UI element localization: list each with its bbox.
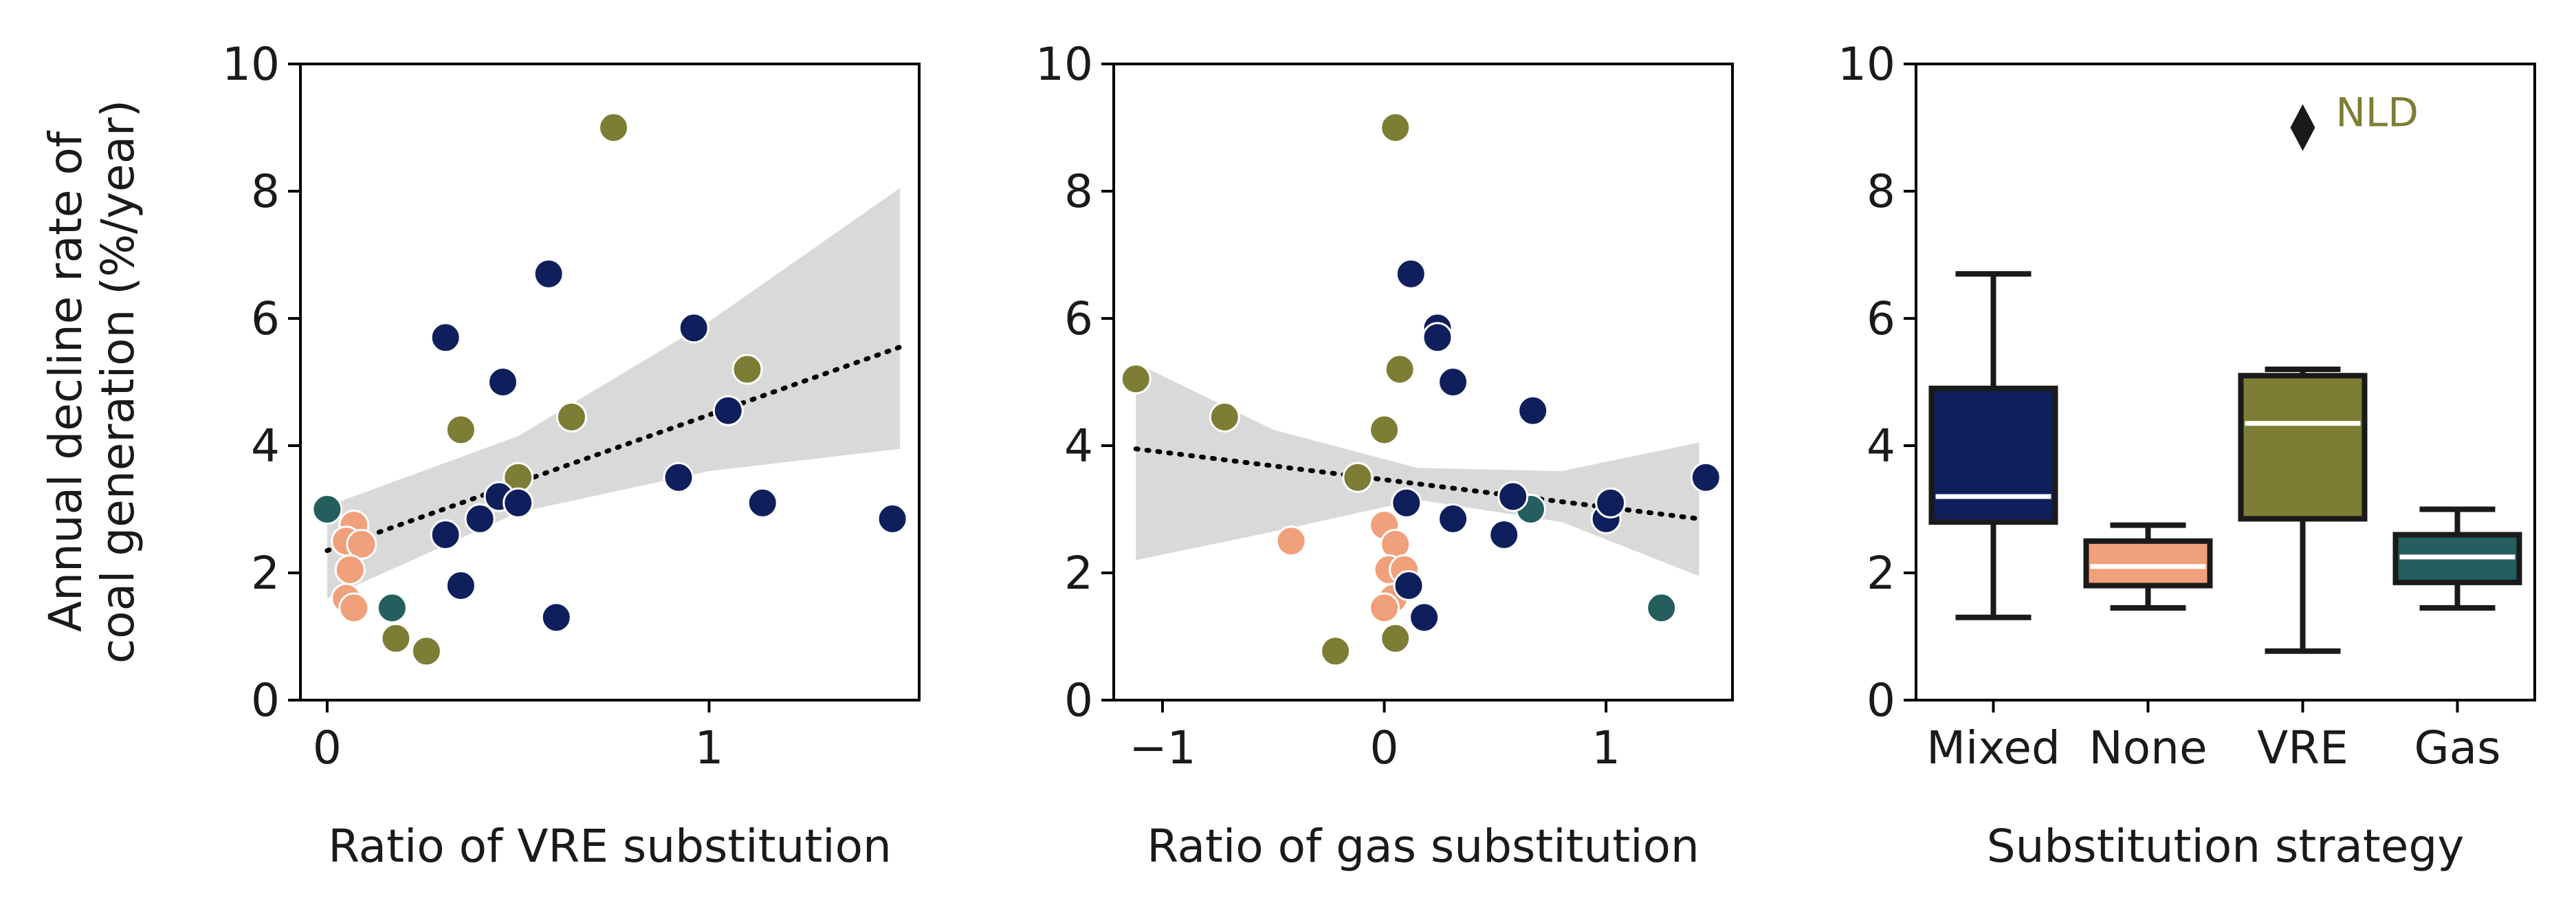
point-mixed <box>747 487 778 519</box>
x-tick-label: Mixed <box>1926 721 2060 774</box>
point-mixed <box>1409 602 1440 633</box>
x-tick-label: None <box>2089 721 2207 774</box>
panel-vre-substitution-scatter: 0 2 4 6 8 10 0 1 Ratio of VRE substitution <box>222 38 921 873</box>
point-mixed <box>503 487 534 519</box>
outlier-label: NLD <box>2336 89 2419 136</box>
y-tick-label: 0 <box>1867 674 1895 727</box>
plot-frame <box>1915 63 2536 701</box>
point-vre <box>1209 401 1240 433</box>
point-mixed <box>678 312 709 344</box>
point-mixed <box>1395 258 1427 290</box>
x-tick-label: 0 <box>1370 721 1399 774</box>
y-tick-label: 8 <box>1064 165 1093 218</box>
point-gas <box>311 494 343 525</box>
box-none <box>2083 538 2213 589</box>
point-vre <box>1120 363 1152 395</box>
point-mixed <box>1690 461 1721 493</box>
y-tick-label: 0 <box>251 674 280 727</box>
x-tick-label: 1 <box>694 721 723 774</box>
point-vre <box>1380 622 1411 654</box>
y-tick-label: 2 <box>1064 547 1093 600</box>
x-tick-label: 1 <box>1592 721 1620 774</box>
point-gas <box>376 592 408 624</box>
point-mixed <box>540 602 572 633</box>
plot-frame <box>299 63 921 701</box>
x-tick-label: Gas <box>2414 721 2501 774</box>
point-vre <box>380 622 412 654</box>
y-tick-label: 10 <box>1035 38 1093 91</box>
point-vre <box>445 414 476 446</box>
point-none <box>1369 592 1400 624</box>
point-mixed <box>1422 322 1453 353</box>
y-tick-label: 0 <box>1064 674 1093 727</box>
y-tick-label: 8 <box>251 165 280 218</box>
point-mixed <box>1438 503 1469 534</box>
box-mixed <box>1928 385 2058 525</box>
point-vre <box>1342 461 1374 493</box>
point-vre <box>410 635 442 667</box>
point-none <box>1275 525 1307 557</box>
point-mixed <box>430 322 461 353</box>
point-vre <box>598 112 630 143</box>
panel-gas-substitution-scatter: 0 2 4 6 8 10 −1 0 1 Ratio of gas substitution <box>1035 38 1734 873</box>
x-axis-title: Substitution strategy <box>1987 820 2465 873</box>
box-vre <box>2238 373 2368 522</box>
plot-frame <box>1112 63 1734 701</box>
y-axis-title-line1: Annual decline rate of <box>39 130 92 632</box>
point-none <box>334 554 366 585</box>
point-vre <box>555 401 587 433</box>
point-vre <box>1369 414 1400 446</box>
point-mixed <box>1517 395 1549 426</box>
trend-line <box>324 345 903 554</box>
point-mixed <box>487 367 518 398</box>
point-mixed <box>445 570 476 601</box>
point-mixed <box>1391 487 1422 519</box>
point-mixed <box>1438 367 1469 398</box>
y-tick-label: 2 <box>1867 547 1895 600</box>
y-tick-label: 8 <box>1867 165 1895 218</box>
point-mixed <box>1393 570 1424 601</box>
confidence-band <box>1136 362 1699 576</box>
y-tick-label: 4 <box>1064 420 1093 472</box>
x-tick-label: VRE <box>2257 721 2348 774</box>
point-vre <box>1384 353 1416 385</box>
point-mixed <box>533 258 564 290</box>
point-mixed <box>712 395 744 426</box>
point-vre <box>1320 635 1352 667</box>
point-mixed <box>464 503 496 534</box>
y-tick-label: 10 <box>222 38 280 91</box>
panel-substitution-strategy-boxplot: NLD 0 2 4 6 8 10 Mixed None VRE Gas Substitution st… <box>1838 38 2536 873</box>
point-none <box>338 592 370 624</box>
x-axis-title: Ratio of gas substitution <box>1147 820 1699 873</box>
y-tick-label: 10 <box>1838 38 1895 91</box>
y-tick-label: 6 <box>1064 292 1093 345</box>
point-mixed <box>430 519 461 550</box>
point-mixed <box>1595 487 1627 519</box>
point-mixed <box>663 461 694 493</box>
y-tick-label: 6 <box>251 292 280 345</box>
y-tick-label: 4 <box>251 420 280 472</box>
x-axis-title: Ratio of VRE substitution <box>328 820 892 873</box>
confidence-band <box>327 188 901 598</box>
x-tick-label: −1 <box>1129 721 1196 774</box>
x-tick-label: 0 <box>313 721 342 774</box>
y-tick-label: 4 <box>1867 420 1895 472</box>
y-tick-label: 6 <box>1867 292 1895 345</box>
point-mixed <box>877 503 908 534</box>
point-none <box>346 528 377 560</box>
outlier-diamond <box>2290 104 2315 151</box>
point-gas <box>1646 592 1677 624</box>
point-vre <box>1380 112 1411 143</box>
point-mixed <box>1488 519 1520 550</box>
y-tick-label: 2 <box>251 547 280 600</box>
y-axis-title-line2: coal generation (%/year) <box>91 100 144 664</box>
point-vre <box>731 353 763 385</box>
point-mixed <box>1497 481 1529 512</box>
